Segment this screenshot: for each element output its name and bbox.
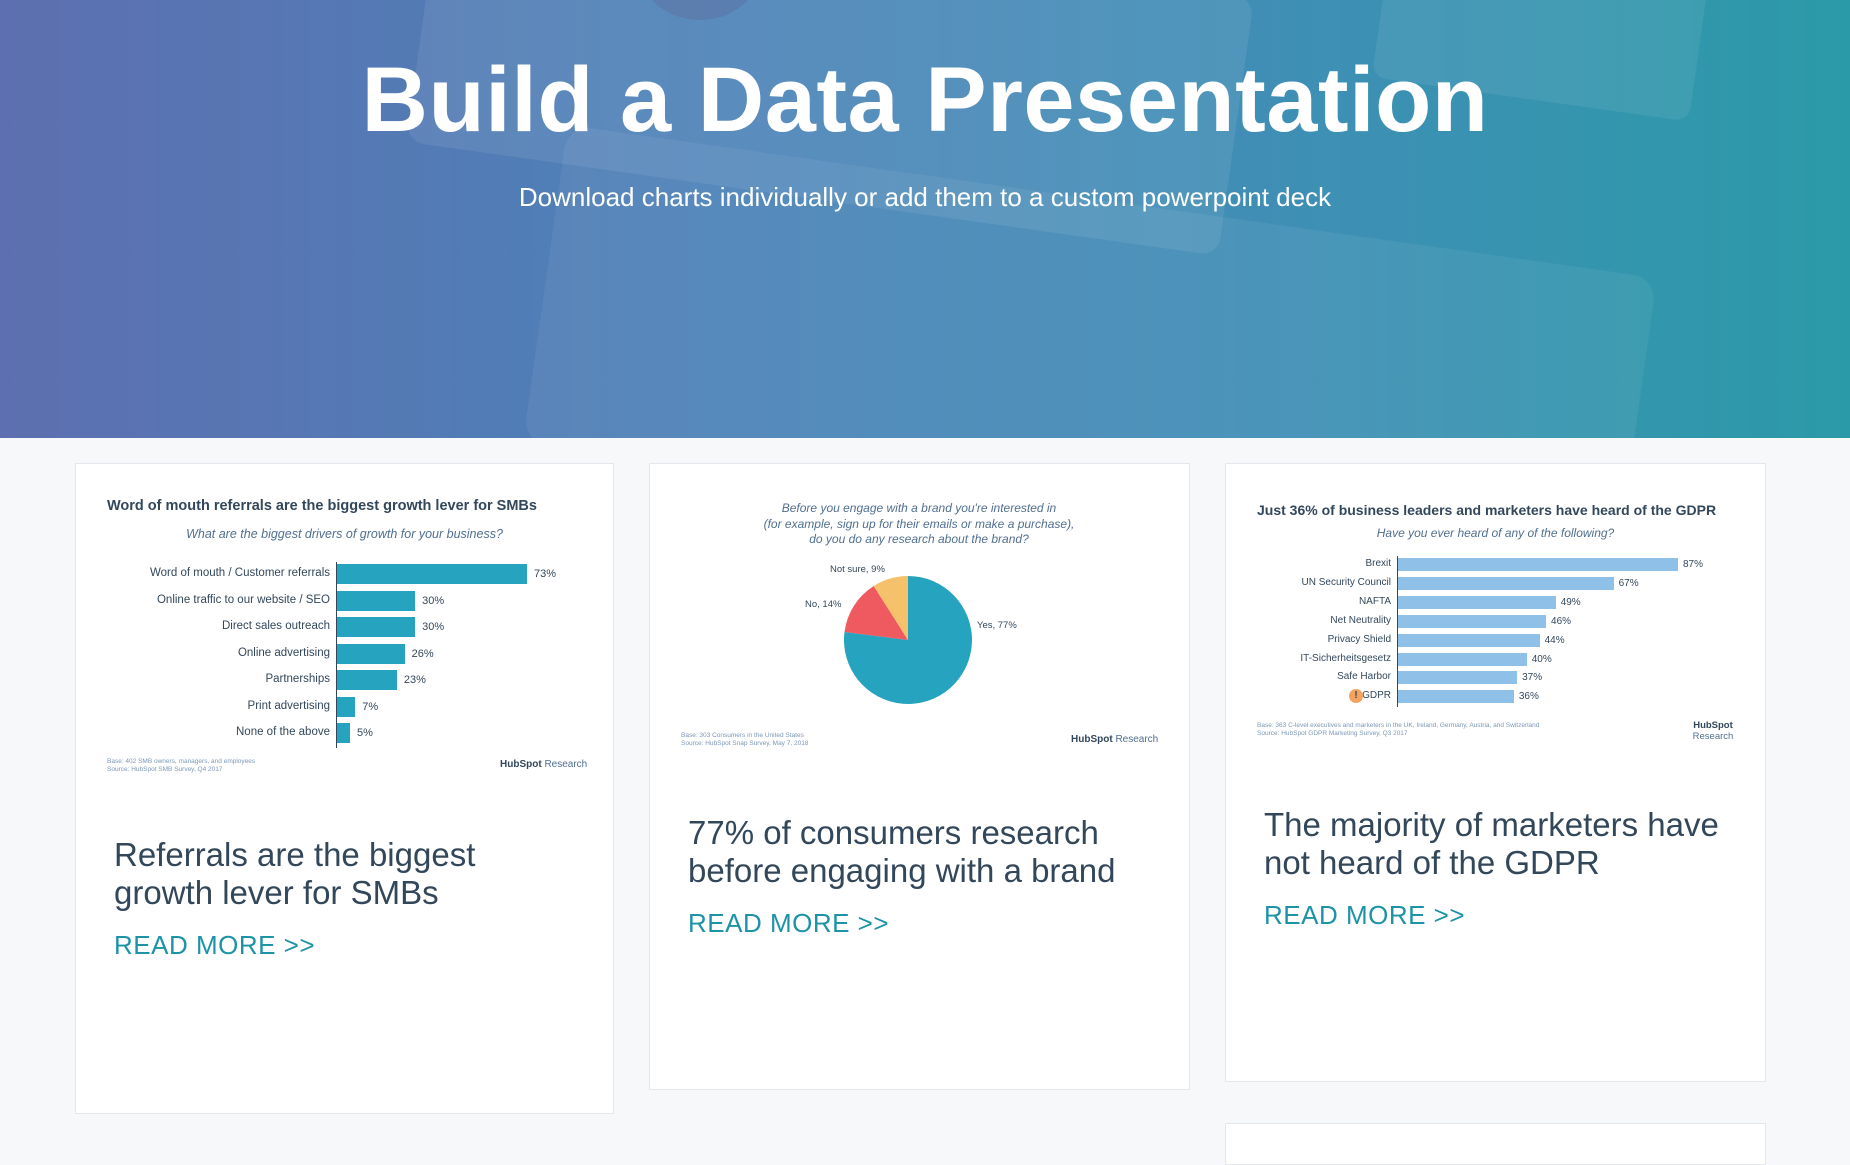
hubspot-research-logo: HubSpot Research: [500, 759, 587, 770]
bar-label: None of the above: [236, 726, 330, 738]
bar: [337, 670, 397, 690]
source-note: Source: HubSpot SMB Survey, Q4 2017: [107, 766, 223, 773]
chart-consumer-research[interactable]: Before you engage with a brand you're in…: [650, 464, 1189, 764]
bar-value-label: 30%: [422, 621, 445, 633]
bar-label: Word of mouth / Customer referrals: [149, 567, 330, 579]
bar-value-label: 5%: [357, 727, 373, 739]
bar-value-label: 73%: [534, 568, 557, 580]
bar: [1398, 633, 1540, 647]
article-card-consumer-research[interactable]: Before you engage with a brand you're in…: [649, 463, 1190, 1090]
bar-label: Privacy Shield: [1327, 633, 1391, 645]
bar: [337, 590, 416, 611]
bar: [1398, 671, 1518, 685]
bar-label: Net Neutrality: [1330, 614, 1391, 626]
chart-subtitle: What are the biggest drivers of growth f…: [186, 527, 503, 541]
card-headline[interactable]: Referrals are the biggest growth lever f…: [114, 836, 476, 911]
bar-value-label: 40%: [1531, 653, 1552, 665]
article-card-referrals[interactable]: Word of mouth referrals are the biggest …: [75, 463, 614, 1114]
logo-brand: HubSpot: [1693, 720, 1733, 731]
chart-referrals[interactable]: Word of mouth referrals are the biggest …: [76, 464, 613, 794]
bar-value-label: 46%: [1551, 615, 1572, 627]
card-headline[interactable]: The majority of marketers have not heard…: [1264, 806, 1719, 881]
base-note: Base: 363 C-level executives and markete…: [1257, 722, 1540, 729]
bar: [1398, 614, 1547, 628]
bar-value-label: 37%: [1522, 672, 1543, 684]
bar-value-label: 7%: [362, 700, 379, 713]
chart-title: Word of mouth referrals are the biggest …: [107, 498, 537, 514]
page-subtitle: Download charts individually or add them…: [518, 182, 1332, 212]
pie-label-no: No, 14%: [805, 599, 842, 610]
bar-value-label: 36%: [1518, 691, 1539, 703]
hubspot-research-logo: HubSpot Research: [1071, 734, 1158, 745]
y-axis: [336, 562, 337, 748]
chart-gdpr[interactable]: Just 36% of business leaders and markete…: [1226, 464, 1765, 764]
base-note: Base: 402 SMB owners, managers, and empl…: [107, 758, 256, 765]
bar-label: GDPR: [1362, 690, 1391, 702]
bar: [337, 617, 416, 637]
bar: [337, 696, 356, 717]
chart-title: Just 36% of business leaders and markete…: [1257, 502, 1717, 518]
bar: [337, 723, 350, 743]
exclamation-icon: !: [1349, 689, 1363, 704]
bar: [1398, 558, 1678, 571]
y-axis: [1397, 556, 1398, 708]
chart-subtitle: Have you ever heard of any of the follow…: [1376, 526, 1615, 540]
bar-label: Direct sales outreach: [221, 620, 330, 632]
bar-label: Print advertising: [247, 699, 330, 712]
bar-label: IT-Sicherheitsgesetz: [1300, 652, 1391, 664]
read-more-link[interactable]: READ MORE >>: [688, 908, 890, 938]
bar-label: Partnerships: [265, 673, 330, 685]
bar-label: UN Security Council: [1301, 576, 1391, 588]
bar-label: NAFTA: [1358, 595, 1391, 607]
bar-label: Safe Harbor: [1337, 671, 1391, 683]
chart-question-line: Before you engage with a brand you're in…: [781, 501, 1057, 515]
logo-suffix: Research: [544, 759, 588, 770]
read-more-link[interactable]: READ MORE >>: [114, 930, 316, 960]
bar: [337, 643, 405, 664]
source-note: Source: HubSpot Snap Survey, May 7, 2018: [681, 740, 809, 747]
bar: [1398, 652, 1527, 666]
bar-value-label: 67%: [1618, 577, 1639, 589]
bar: [337, 564, 527, 584]
bar-label: Online advertising: [237, 646, 330, 659]
logo-suffix: Research: [1692, 731, 1734, 742]
chart-question-line: (for example, sign up for their emails o…: [763, 516, 1075, 531]
bar-value-label: 44%: [1544, 634, 1565, 646]
page-title: Build a Data Presentation: [361, 49, 1489, 151]
bar-value-label: 30%: [422, 594, 445, 607]
pie-slice-no: [844, 585, 908, 640]
bar: [1398, 595, 1556, 609]
article-card-partial[interactable]: [1225, 1123, 1766, 1165]
bar-label: Brexit: [1365, 558, 1391, 569]
hubspot-research-logo: HubSpot Research: [1688, 720, 1738, 742]
logo-brand: HubSpot: [500, 759, 545, 770]
bar-label: Online traffic to our website / SEO: [156, 593, 330, 606]
read-more-link[interactable]: READ MORE >>: [1264, 900, 1466, 930]
pie-label-not-sure: Not sure, 9%: [830, 564, 885, 575]
bar: [1398, 576, 1614, 590]
bar-value-label: 87%: [1683, 559, 1704, 570]
hero-banner: Build a Data Presentation Download chart…: [0, 0, 1850, 438]
bar-value-label: 26%: [411, 647, 434, 660]
pie-label-yes: Yes, 77%: [977, 620, 1017, 631]
bar-value-label: 23%: [403, 674, 426, 686]
logo-suffix: Research: [1115, 734, 1159, 745]
bar-value-label: 49%: [1560, 596, 1581, 608]
pie-slice-not-sure: [873, 576, 908, 640]
card-headline[interactable]: 77% of consumers research before engagin…: [688, 814, 1116, 889]
base-note: Base: 303 Consumers in the United States: [681, 732, 804, 739]
pie-chart: [844, 576, 972, 704]
source-note: Source: HubSpot GDPR Marketing Survey, Q…: [1257, 730, 1408, 737]
chart-question-line: do you do any research about the brand?: [809, 532, 1029, 546]
article-card-gdpr[interactable]: Just 36% of business leaders and markete…: [1225, 463, 1766, 1082]
logo-brand: HubSpot: [1071, 734, 1116, 745]
bar: [1398, 690, 1514, 704]
